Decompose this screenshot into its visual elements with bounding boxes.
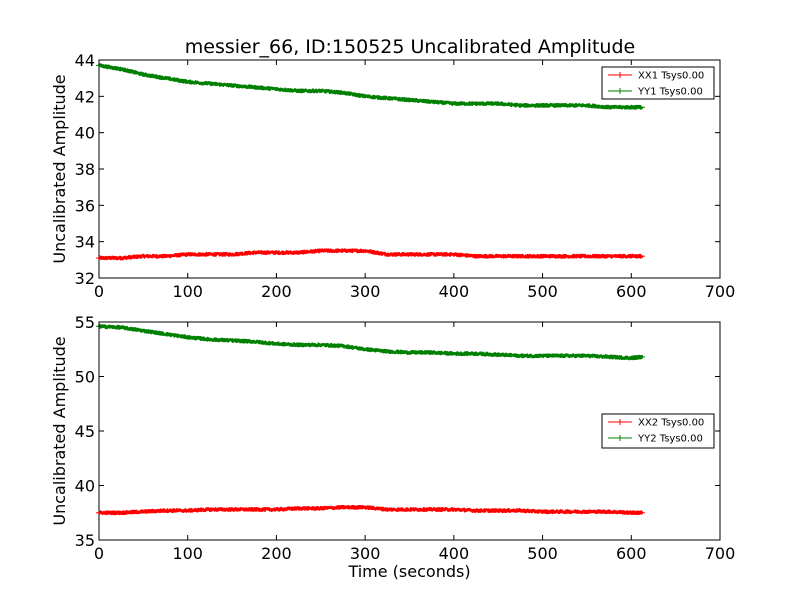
x-tick-label: 400	[439, 544, 470, 563]
y-tick-label: 35	[75, 531, 95, 550]
top-panel: 0 100 200 300 400 500 600 700 32 34 36 38 40 42 44 Unca…	[50, 51, 735, 301]
x-tick-label: 200	[261, 282, 292, 301]
y-tick-label: 45	[75, 422, 95, 441]
legend-label: XX2 Tsys0.00	[638, 418, 704, 429]
y-axis-label: Uncalibrated Amplitude	[50, 74, 69, 263]
y-tick-label: 34	[75, 233, 95, 252]
x-tick-label: 0	[94, 544, 104, 563]
series-xx1	[96, 248, 645, 261]
legend-label: YY2 Tsys0.00	[637, 434, 703, 445]
legend-box	[601, 66, 715, 100]
legend-label: YY1 Tsys0.00	[637, 87, 703, 98]
series-line	[98, 323, 644, 361]
series-line	[98, 504, 643, 516]
x-tick-label: 200	[261, 544, 292, 563]
y-tick-label: 42	[75, 87, 95, 106]
legend-label: XX1 Tsys0.00	[638, 71, 704, 82]
x-tick-label: 400	[439, 282, 470, 301]
x-tick-label: 100	[172, 282, 203, 301]
series-yy1	[96, 63, 645, 110]
y-tick-label: 40	[75, 477, 95, 496]
series-line	[97, 248, 644, 261]
y-tick-label: 32	[75, 269, 95, 288]
series-yy2	[96, 323, 645, 361]
legend: XX2 Tsys0.00 YY2 Tsys0.00	[601, 413, 715, 449]
legend: XX1 Tsys0.00 YY1 Tsys0.00	[601, 66, 715, 100]
x-tick-label: 600	[616, 544, 647, 563]
x-tick-label: 100	[172, 544, 203, 563]
x-tick-label: 700	[705, 544, 736, 563]
x-tick-label: 600	[616, 282, 647, 301]
bottom-panel: 0 100 200 300 400 500 600 700 35 40 45 50 55 Uncalibr…	[50, 313, 735, 581]
y-tick-label: 40	[75, 124, 95, 143]
y-tick-label: 38	[75, 160, 95, 179]
legend-box	[601, 413, 715, 449]
x-axis-label: Time (seconds)	[347, 562, 470, 581]
x-tick-label: 500	[527, 544, 558, 563]
y-tick-label: 55	[75, 313, 95, 332]
chart-title: messier_66, ID:150525 Uncalibrated Ampli…	[185, 36, 635, 58]
y-axis-label: Uncalibrated Amplitude	[50, 336, 69, 525]
y-tick-label: 50	[75, 368, 95, 387]
series-xx2	[96, 504, 645, 516]
x-tick-label: 0	[94, 282, 104, 301]
x-tick-label: 300	[350, 544, 381, 563]
x-tick-label: 300	[350, 282, 381, 301]
x-tick-label: 500	[527, 282, 558, 301]
series-line	[97, 63, 644, 110]
y-tick-label: 44	[75, 51, 95, 70]
x-tick-label: 700	[705, 282, 736, 301]
y-tick-label: 36	[75, 196, 95, 215]
